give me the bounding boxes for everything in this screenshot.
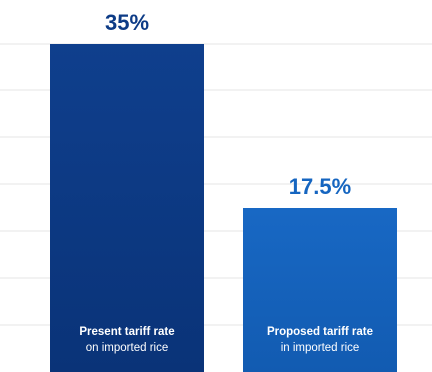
data-label-1: 35% <box>105 10 149 35</box>
bars <box>50 44 397 372</box>
category-label-1-line2: on imported rice <box>86 342 168 354</box>
category-label-1-line1: Present tariff rate <box>79 326 174 338</box>
data-label-2: 17.5% <box>289 174 351 199</box>
labels: 35% Present tariff rate on imported rice 17… <box>79 10 373 354</box>
category-label-2-line2: in imported rice <box>281 342 360 354</box>
category-label-2-line1: Proposed tariff rate <box>267 326 373 338</box>
bar-2 <box>243 208 397 372</box>
bar-1 <box>50 44 204 372</box>
